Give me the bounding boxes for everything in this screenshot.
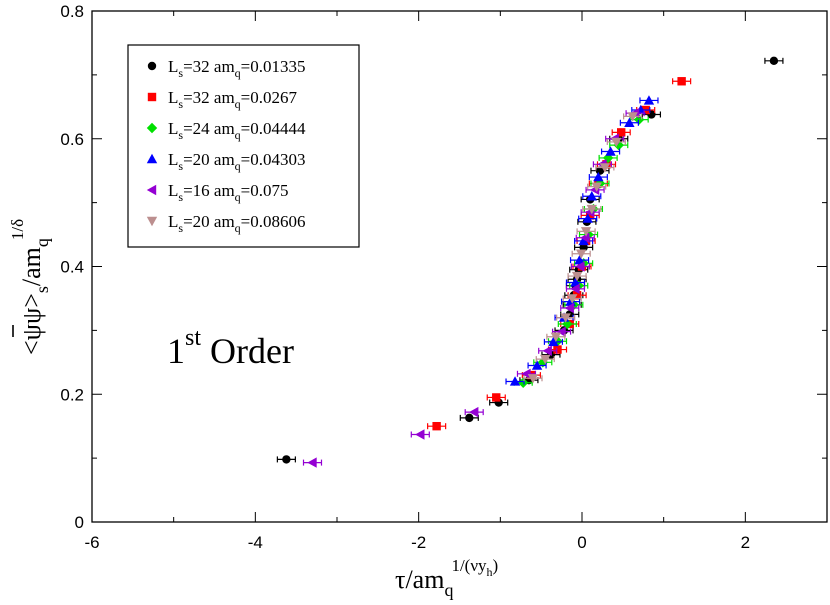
y-tick-label: 0.8 [60, 2, 84, 21]
data-point [553, 345, 562, 354]
data-point [548, 336, 559, 347]
legend-entry: Ls=32 amq=0.01335 [147, 57, 306, 80]
data-point [572, 291, 582, 300]
data-point [465, 413, 474, 423]
data-point [531, 360, 543, 370]
data-point [575, 261, 585, 272]
legend-marker [147, 92, 157, 102]
data-point [627, 112, 638, 122]
legend-entry: Ls=32 amq=0.0267 [147, 88, 298, 111]
legend-entry: Ls=20 amq=0.04303 [146, 150, 306, 173]
data-point [567, 294, 578, 304]
legend-items: Ls=32 amq=0.01335 Ls=32 amq=0.0267 Ls=24 a… [146, 57, 306, 235]
legend-marker [147, 61, 157, 71]
data-point [582, 213, 593, 223]
y-tick-label: 0.2 [60, 385, 84, 404]
series-6 [523, 112, 643, 384]
data-point [611, 137, 622, 148]
x-tick-label: -4 [248, 533, 263, 552]
data-point [580, 232, 590, 243]
legend-entry: Ls=16 amq=0.075 [146, 181, 289, 204]
y-tick-label: 0 [75, 513, 84, 532]
data-point [560, 313, 571, 323]
data-point [564, 302, 574, 314]
data-point [550, 332, 562, 342]
legend-label: Ls=20 amq=0.08606 [168, 212, 306, 235]
x-tick-label: -2 [411, 533, 426, 552]
legend-label: Ls=16 amq=0.075 [168, 181, 289, 204]
legend-entry: Ls=24 amq=0.04444 [146, 119, 306, 142]
data-point [643, 95, 655, 105]
y-tick-label: 0.4 [60, 258, 84, 277]
data-point [591, 182, 602, 192]
data-point [605, 146, 616, 156]
data-point [586, 191, 597, 201]
data-point [537, 357, 548, 368]
data-points [276, 56, 784, 468]
x-tick-label: 2 [741, 533, 750, 552]
legend-entry: Ls=20 amq=0.08606 [146, 212, 306, 235]
data-point [575, 249, 587, 259]
data-point [432, 421, 441, 431]
legend-marker [146, 216, 158, 227]
x-axis-label: τ/amq1/(νyh) [395, 556, 498, 600]
legend-box [127, 44, 360, 248]
data-point [593, 171, 604, 182]
data-point [570, 277, 581, 287]
x-tick-labels: -6 -4 -2 0 2 [84, 533, 750, 552]
legend-label: Ls=20 amq=0.04303 [168, 150, 306, 173]
data-point [586, 204, 597, 215]
data-point [599, 163, 611, 173]
data-point [574, 254, 585, 265]
data-point [521, 368, 531, 380]
y-tick-labels: 0 0.2 0.4 0.6 0.8 [60, 2, 84, 532]
series-4 [505, 95, 659, 386]
data-point [556, 326, 566, 337]
data-point [617, 128, 626, 137]
data-point [570, 283, 580, 295]
data-point [562, 318, 573, 330]
x-tick-label: 0 [577, 533, 586, 552]
data-point [518, 377, 529, 388]
order-annotation: 1st Order [167, 325, 294, 371]
data-point [527, 374, 539, 384]
data-point [509, 376, 521, 386]
data-point [282, 455, 291, 464]
legend-marker [146, 122, 158, 134]
legend-marker [146, 153, 158, 164]
data-point [769, 56, 779, 66]
data-point [633, 114, 645, 125]
legend-label: Ls=32 amq=0.01335 [168, 57, 306, 80]
data-point [540, 354, 551, 365]
axis-ticks [91, 10, 827, 523]
data-point [585, 211, 595, 220]
data-point [307, 457, 317, 468]
y-tick-label: 0.6 [60, 130, 84, 149]
data-point [580, 227, 592, 237]
data-point [578, 235, 589, 246]
series-2 [427, 77, 692, 431]
legend-label: Ls=24 amq=0.04444 [168, 119, 306, 142]
data-point [492, 393, 501, 402]
data-point [571, 271, 583, 282]
x-tick-label: -6 [84, 533, 99, 552]
data-point [415, 429, 425, 440]
data-point [624, 117, 635, 127]
data-point [542, 345, 552, 357]
data-point [579, 243, 588, 252]
y-axis-label: <ψψ>s/amq1/δ [8, 219, 52, 355]
data-point [469, 406, 479, 418]
data-point [677, 77, 686, 86]
legend: Ls=32 amq=0.01335 Ls=32 amq=0.0267 Ls=24 a… [127, 44, 360, 248]
legend-marker [146, 184, 157, 196]
legend-label: Ls=32 amq=0.0267 [168, 88, 298, 111]
